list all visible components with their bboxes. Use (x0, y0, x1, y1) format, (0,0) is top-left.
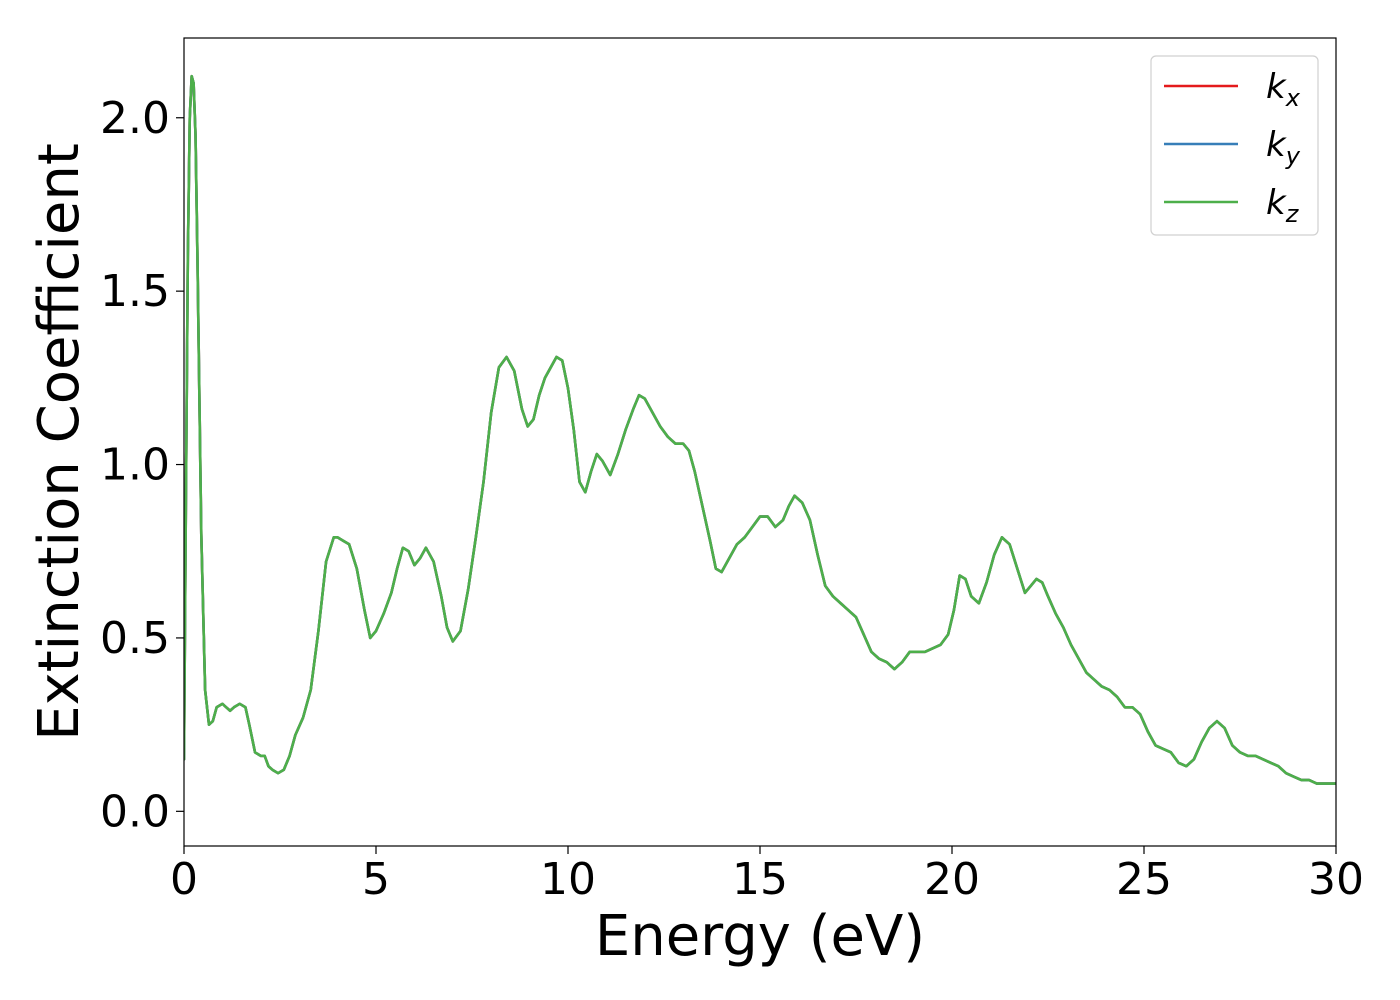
series-layer (184, 74, 1336, 785)
series-line-z (184, 74, 1336, 785)
y-tick-label: 2.0 (100, 93, 170, 144)
legend-label-y: ky (1266, 125, 1301, 170)
y-tick-label: 1.0 (100, 440, 170, 491)
x-tick-label: 15 (732, 854, 788, 905)
x-axis: 0 5 10 15 20 25 30 (170, 846, 1364, 905)
legend: kx ky kz (1150, 55, 1319, 236)
x-tick-label: 30 (1308, 854, 1364, 905)
legend-label-x: kx (1266, 67, 1301, 112)
y-axis-label: Extinction Coefficient (27, 143, 92, 741)
legend-label-z: kz (1266, 183, 1300, 228)
x-tick-label: 20 (924, 854, 980, 905)
x-tick-label: 25 (1116, 854, 1172, 905)
y-tick-label: 0.0 (100, 786, 170, 837)
y-axis: 0.0 0.5 1.0 1.5 2.0 (100, 93, 184, 837)
x-tick-label: 10 (540, 854, 596, 905)
legend-box (1150, 55, 1319, 236)
x-tick-label: 5 (362, 854, 390, 905)
x-tick-label: 0 (170, 854, 198, 905)
y-tick-label: 0.5 (100, 613, 170, 664)
x-axis-label: Energy (eV) (595, 904, 925, 969)
y-tick-label: 1.5 (100, 266, 170, 317)
